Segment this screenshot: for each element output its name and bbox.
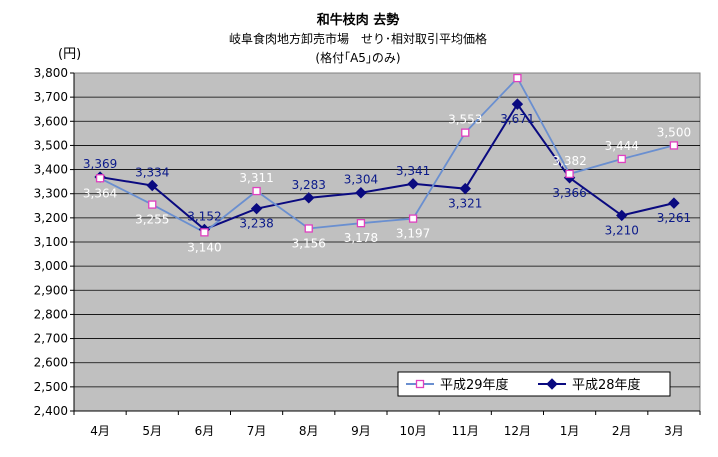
y-tick-label: 3,000	[34, 259, 68, 273]
data-label-h28: 3,152	[187, 209, 221, 223]
series-h29-marker	[408, 214, 418, 223]
x-tick-label: 2月	[612, 424, 632, 438]
series-h28-marker	[616, 209, 628, 222]
series-h29-marker	[200, 228, 209, 237]
data-label-h28: 3,304	[344, 173, 378, 187]
y-tick-label: 2,900	[34, 283, 68, 297]
data-label-h28: 3,341	[396, 164, 430, 178]
data-label-h28: 3,261	[657, 211, 691, 225]
data-label-h28: 3,671	[500, 112, 534, 126]
x-tick-label: 1月	[560, 424, 580, 438]
y-tick-label: 2,800	[34, 307, 68, 321]
y-tick-label: 2,500	[34, 380, 68, 394]
series-h28-marker	[303, 192, 315, 204]
data-label-h29: 3,140	[187, 240, 221, 254]
data-label-h28: 3,283	[292, 178, 326, 192]
data-label-h29: 3,178	[344, 231, 378, 245]
y-tick-label: 3,700	[34, 90, 68, 104]
series-h29-marker	[252, 186, 261, 196]
legend-box	[397, 371, 671, 397]
series-h28-marker	[459, 182, 471, 195]
series-line-h29	[99, 76, 675, 234]
series-line-h28	[99, 102, 675, 231]
chart-subtitle-line-2: (格付｢A5｣のみ)	[315, 50, 400, 65]
data-label-h28: 3,366	[552, 186, 586, 200]
y-tick-label: 2,700	[34, 332, 68, 346]
data-label-h29: 3,382	[552, 154, 586, 168]
x-tick-label: 4月	[90, 424, 110, 438]
legend-h29-marker	[415, 379, 425, 389]
data-label-h29: 3,156	[292, 236, 326, 250]
data-label-h28: 3,369	[83, 157, 117, 171]
data-label-h29: 3,779	[500, 58, 534, 72]
y-tick-label: 3,800	[34, 66, 68, 80]
data-label-h29: 3,500	[657, 125, 691, 139]
series-h28-marker	[511, 98, 524, 110]
chart-title: 和牛枝肉 去勢	[317, 12, 400, 28]
y-tick-label: 3,500	[34, 138, 68, 152]
series-h29-marker	[95, 174, 105, 183]
series-h29-marker	[565, 169, 574, 179]
y-tick-label: 3,400	[34, 163, 68, 177]
legend-label: 平成28年度	[572, 377, 641, 393]
y-tick-label: 3,100	[34, 235, 68, 249]
series-h29-marker	[513, 73, 522, 83]
chart-subtitle-line-1: 岐阜食肉地方卸売市場 せり･相対取引平均価格	[229, 31, 487, 46]
y-tick-label: 3,300	[34, 187, 68, 201]
x-tick-label: 5月	[142, 424, 162, 438]
x-tick-label: 3月	[664, 424, 684, 438]
x-tick-label: 7月	[247, 424, 267, 438]
data-label-h29: 3,553	[448, 113, 482, 127]
x-tick-label: 6月	[195, 424, 215, 438]
series-h29-marker	[669, 141, 679, 150]
data-label-h28: 3,210	[605, 223, 639, 237]
legend-label: 平成29年度	[440, 377, 509, 393]
x-tick-label: 9月	[351, 424, 371, 438]
legend-h28-marker	[546, 378, 558, 390]
data-label-h28: 3,321	[448, 197, 482, 211]
data-label-h29: 3,444	[605, 139, 639, 153]
series-h28-marker	[146, 179, 158, 192]
x-tick-label: 11月	[452, 424, 479, 438]
y-tick-label: 3,200	[34, 211, 68, 225]
y-tick-label: 2,600	[34, 356, 68, 370]
data-label-h29: 3,311	[239, 171, 273, 185]
y-axis-unit: (円)	[58, 47, 81, 62]
y-tick-label: 3,600	[34, 114, 68, 128]
series-h28-marker	[407, 178, 419, 190]
x-tick-label: 10月	[399, 424, 426, 438]
x-tick-label: 8月	[299, 424, 319, 438]
series-h29-marker	[356, 219, 366, 228]
series-h29-marker	[617, 154, 626, 164]
series-h28-marker	[668, 197, 680, 209]
series-h29-marker	[148, 200, 157, 209]
data-label-h28: 3,334	[135, 166, 169, 180]
data-label-h29: 3,197	[396, 227, 430, 241]
data-label-h29: 3,255	[135, 213, 169, 227]
y-tick-label: 2,400	[34, 404, 68, 418]
x-tick-label: 12月	[504, 424, 531, 438]
data-label-h29: 3,364	[83, 186, 117, 200]
series-h28-marker	[355, 187, 367, 199]
series-h29-marker	[304, 224, 313, 233]
series-h28-marker	[250, 202, 263, 215]
data-label-h28: 3,238	[239, 217, 273, 231]
series-h29-marker	[461, 128, 470, 137]
